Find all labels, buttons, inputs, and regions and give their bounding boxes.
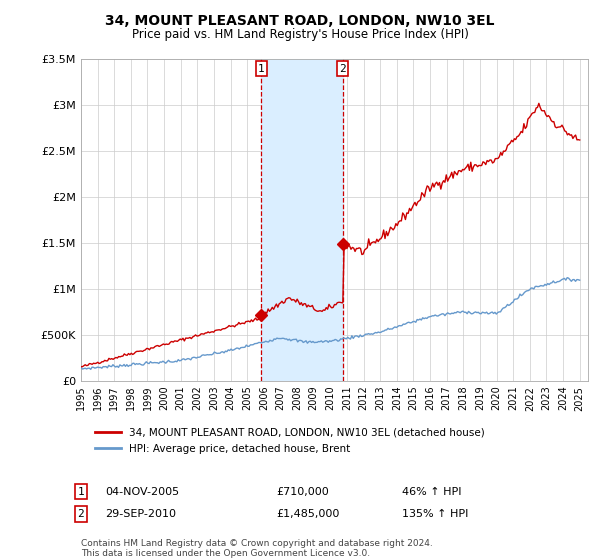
Text: 34, MOUNT PLEASANT ROAD, LONDON, NW10 3EL: 34, MOUNT PLEASANT ROAD, LONDON, NW10 3E… xyxy=(105,14,495,28)
Text: Contains HM Land Registry data © Crown copyright and database right 2024.
This d: Contains HM Land Registry data © Crown c… xyxy=(81,539,433,558)
Text: 1: 1 xyxy=(258,64,265,73)
Text: 04-NOV-2005: 04-NOV-2005 xyxy=(105,487,179,497)
Text: Price paid vs. HM Land Registry's House Price Index (HPI): Price paid vs. HM Land Registry's House … xyxy=(131,28,469,41)
Text: 135% ↑ HPI: 135% ↑ HPI xyxy=(402,509,469,519)
Bar xyxy=(261,59,343,381)
Text: 1: 1 xyxy=(77,487,85,497)
Legend: 34, MOUNT PLEASANT ROAD, LONDON, NW10 3EL (detached house), HPI: Average price, : 34, MOUNT PLEASANT ROAD, LONDON, NW10 3E… xyxy=(86,419,493,463)
Text: 2: 2 xyxy=(340,64,346,73)
Text: 29-SEP-2010: 29-SEP-2010 xyxy=(105,509,176,519)
Text: £710,000: £710,000 xyxy=(276,487,329,497)
Text: 2: 2 xyxy=(77,509,85,519)
Text: 46% ↑ HPI: 46% ↑ HPI xyxy=(402,487,461,497)
Text: £1,485,000: £1,485,000 xyxy=(276,509,340,519)
